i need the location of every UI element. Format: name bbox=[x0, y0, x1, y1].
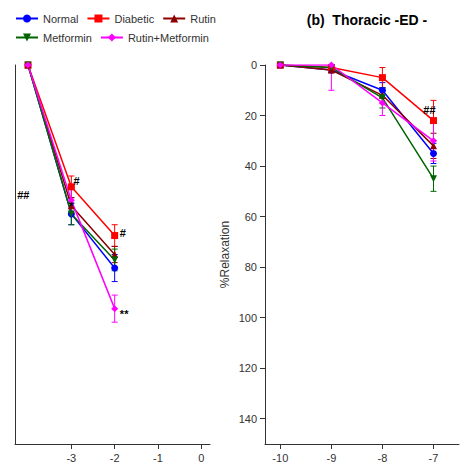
svg-text:*: * bbox=[69, 200, 74, 212]
svg-text:Rutin: Rutin bbox=[190, 13, 216, 25]
svg-text:#: # bbox=[120, 227, 126, 239]
svg-text:60: 60 bbox=[245, 211, 257, 223]
svg-text:80: 80 bbox=[245, 261, 257, 273]
svg-text:Rutin+Metformin: Rutin+Metformin bbox=[128, 32, 209, 44]
svg-text:%Relaxation: %Relaxation bbox=[218, 221, 232, 288]
svg-text:#: # bbox=[74, 175, 80, 187]
svg-text:##: ## bbox=[423, 104, 435, 116]
svg-text:0: 0 bbox=[198, 452, 204, 464]
svg-text:-8: -8 bbox=[378, 452, 388, 464]
svg-text:-9: -9 bbox=[326, 452, 336, 464]
svg-text:Metformin: Metformin bbox=[43, 32, 92, 44]
svg-text:-2: -2 bbox=[110, 452, 120, 464]
svg-text:20: 20 bbox=[245, 110, 257, 122]
svg-text:0: 0 bbox=[251, 59, 257, 71]
svg-text:120: 120 bbox=[239, 362, 257, 374]
svg-text:Normal: Normal bbox=[43, 13, 78, 25]
svg-text:-7: -7 bbox=[429, 452, 439, 464]
svg-text:**: ** bbox=[120, 308, 129, 320]
svg-text:140: 140 bbox=[239, 413, 257, 425]
svg-text:##: ## bbox=[17, 189, 29, 201]
svg-text:Diabetic: Diabetic bbox=[114, 13, 154, 25]
svg-text:-10: -10 bbox=[272, 452, 288, 464]
svg-text:40: 40 bbox=[245, 160, 257, 172]
svg-text:100: 100 bbox=[239, 312, 257, 324]
svg-text:-1: -1 bbox=[153, 452, 163, 464]
svg-text:(b) Thoracic -ED -: (b) Thoracic -ED - bbox=[307, 12, 428, 28]
svg-text:-3: -3 bbox=[66, 452, 76, 464]
